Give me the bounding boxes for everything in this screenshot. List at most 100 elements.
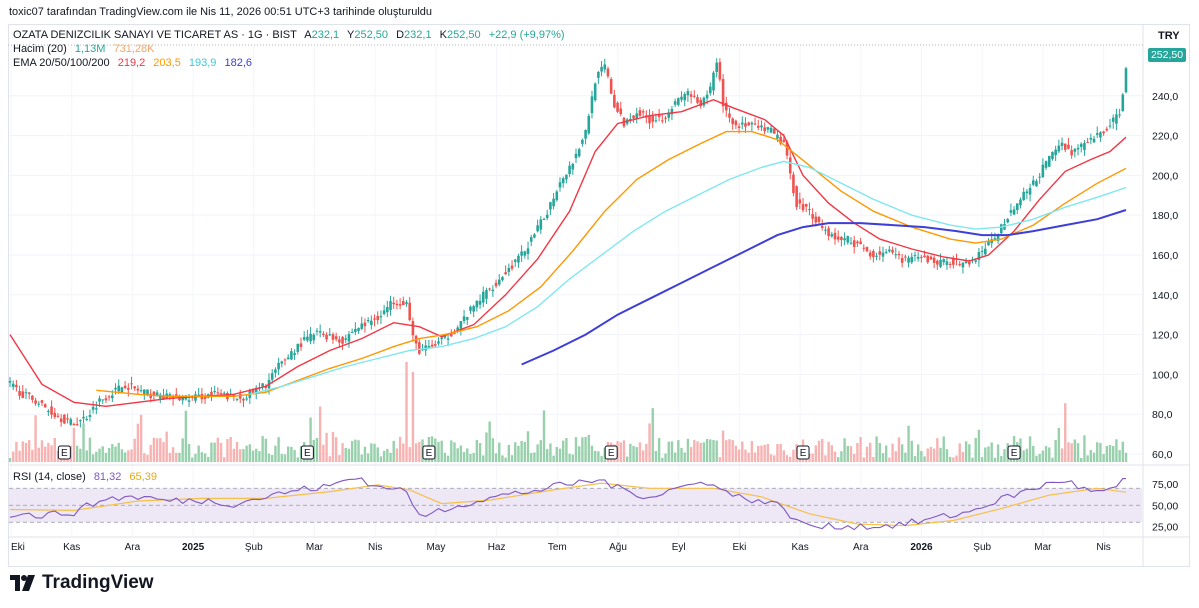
volume-bar	[1054, 439, 1057, 462]
volume-bar	[824, 455, 827, 462]
candle-body	[689, 94, 693, 97]
candle-body	[261, 383, 264, 387]
candle-body	[299, 343, 303, 348]
volume-bar	[405, 362, 408, 462]
candle-body	[66, 418, 69, 420]
candle-body	[264, 386, 268, 388]
time-tick-label: Mar	[306, 542, 324, 553]
volume-bar	[354, 439, 357, 462]
candle-body	[740, 122, 744, 125]
volume-bar	[136, 423, 140, 462]
candle-body	[872, 250, 875, 258]
volume-bar	[549, 443, 552, 462]
earnings-marker-label: E	[608, 448, 615, 459]
volume-bar	[1070, 443, 1073, 462]
volume-bar	[366, 453, 370, 462]
volume-bar	[907, 425, 910, 462]
volume-ma: 731,28K	[113, 43, 155, 55]
candle-body	[766, 127, 770, 130]
volume-bar	[411, 372, 415, 462]
candle-body	[139, 390, 143, 392]
candle-body	[376, 315, 380, 321]
candle-body	[913, 255, 917, 257]
volume-bar	[111, 444, 114, 462]
earnings-marker	[422, 445, 436, 460]
candle-body	[715, 62, 718, 72]
volume-bar	[510, 455, 514, 462]
candle-body	[469, 306, 472, 311]
candle-body	[756, 125, 760, 128]
candle-body	[344, 338, 348, 340]
volume-bar	[920, 451, 923, 462]
volume-bar	[635, 447, 638, 462]
volume-bar	[974, 437, 977, 462]
candle-body	[1086, 141, 1089, 143]
candle-body	[53, 412, 57, 417]
time-tick-label: Haz	[488, 542, 506, 553]
candle-body	[875, 255, 878, 257]
volume-bar	[127, 450, 130, 462]
earnings-marker	[57, 445, 71, 460]
ema200-line	[521, 209, 1127, 366]
volume-bar	[945, 449, 949, 462]
candle-body	[101, 399, 105, 401]
candle-body	[491, 289, 495, 292]
candle-body	[91, 406, 95, 410]
candle-body	[1063, 143, 1067, 150]
candle-body	[923, 255, 926, 258]
tradingview-logo-icon	[10, 575, 35, 591]
volume-bar	[577, 446, 581, 462]
candle-body	[968, 261, 971, 265]
symbol-legend[interactable]: OZATA DENIZCILIK SANAYI VE TICARET AS · …	[13, 29, 570, 41]
volume-bar	[143, 453, 146, 462]
volume-bar	[958, 443, 961, 462]
ohlc-close-label: K	[439, 29, 447, 41]
volume-bar	[996, 444, 1000, 462]
volume-bar	[555, 446, 559, 462]
volume-legend[interactable]: Hacim (20) 1,13M 731,28K	[13, 43, 159, 55]
candle-body	[552, 198, 555, 207]
ema100-line	[249, 160, 1127, 395]
currency-label[interactable]: TRY	[1158, 30, 1180, 42]
candle-body	[1028, 187, 1032, 195]
volume-bar	[283, 454, 287, 462]
candle-body	[1041, 164, 1045, 178]
candle-body	[1054, 149, 1057, 156]
candle-body	[1124, 68, 1128, 93]
volume-bar	[558, 448, 562, 462]
candle-body	[75, 424, 79, 426]
volume-bar	[392, 440, 395, 462]
rsi-line	[9, 477, 1126, 531]
volume-bar	[1044, 446, 1048, 462]
volume-bar	[146, 454, 149, 462]
candle-body	[146, 389, 149, 395]
volume-bar	[955, 455, 958, 462]
tradingview-logo[interactable]: TradingView	[10, 572, 154, 594]
candle-body	[999, 224, 1003, 234]
ema200-value: 182,6	[224, 57, 253, 69]
candle-body	[315, 330, 319, 332]
candle-body	[606, 68, 610, 77]
ema-legend[interactable]: EMA 20/50/100/200 219,2 203,5 193,9 182,…	[13, 57, 257, 69]
candle-body	[629, 118, 632, 121]
candle-body	[731, 118, 734, 125]
volume-bar	[629, 443, 632, 462]
time-tick-label: Kas	[791, 542, 808, 553]
candle-body	[437, 341, 440, 344]
candle-body	[43, 404, 47, 408]
volume-bar	[961, 452, 965, 462]
volume-bar	[1108, 444, 1112, 462]
volume-bar	[277, 437, 280, 462]
candle-body	[651, 115, 655, 122]
rsi-legend[interactable]: RSI (14, close) 81,32 65,39	[13, 471, 162, 483]
candle-body	[533, 234, 536, 238]
volume-bar	[542, 410, 546, 462]
volume-bar	[120, 449, 124, 462]
candle-body	[600, 66, 603, 72]
candle-body	[574, 153, 578, 159]
volume-bar	[593, 450, 597, 462]
candle-body	[187, 400, 191, 402]
candle-body	[782, 139, 786, 142]
volume-bar	[533, 452, 536, 462]
